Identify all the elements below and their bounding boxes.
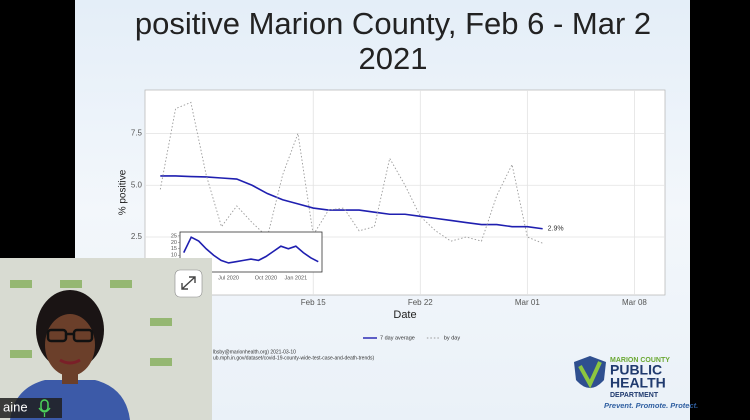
source-text: lbsby@marionhealth.org) 2021-03-10	[213, 349, 296, 355]
annotation: 2.9%	[548, 226, 564, 233]
glasses-lens	[46, 328, 68, 343]
backdrop-logos	[10, 280, 172, 366]
person-neck	[62, 372, 78, 384]
backdrop-logo	[10, 350, 32, 358]
series-line	[159, 101, 543, 244]
person-face	[45, 314, 95, 376]
name-bar	[0, 398, 62, 418]
x-tick-label: Feb 22	[408, 298, 433, 307]
logo: MARION COUNTY PUBLIC HEALTH DEPARTMENT P…	[574, 356, 698, 410]
person-mouth	[59, 358, 81, 365]
backdrop-logo	[10, 280, 32, 288]
backdrop-logo	[150, 358, 172, 366]
backdrop-logo	[150, 318, 172, 326]
y-tick-label: 20	[171, 240, 177, 246]
person-glasses	[46, 328, 94, 343]
expand-icon	[181, 276, 196, 290]
logo-text: DEPARTMENT	[610, 392, 659, 399]
x-tick-label: Mar 01	[515, 298, 540, 307]
mic-icon[interactable]	[40, 399, 49, 412]
logo-check	[578, 361, 602, 389]
legend-label: by day	[444, 335, 460, 341]
logo-text: MARION COUNTY	[610, 357, 670, 364]
main-chart: 2.5 5.0 7.5 Feb 15 Feb 22 Mar 01 Mar 08 2.9% Dat…	[118, 90, 665, 341]
y-tick-label: 5.0	[131, 180, 143, 189]
legend-label: 7 day average	[380, 335, 415, 341]
inset-line	[183, 236, 319, 264]
video-tile: aine	[0, 258, 212, 420]
mic-stand	[38, 407, 51, 417]
series-line	[160, 175, 543, 230]
y-axis-label: % positive	[118, 169, 129, 215]
slide-title: positive Marion County, Feb 6 - Mar 2	[135, 6, 651, 41]
x-tick-label: Jul 2020	[218, 275, 239, 281]
backdrop-logo	[60, 280, 82, 288]
logo-text: PUBLIC	[610, 362, 662, 378]
x-tick-label: Mar 08	[622, 298, 647, 307]
y-tick-label: 2.5	[131, 232, 143, 241]
y-tick-label: 25	[171, 233, 177, 239]
y-tick-label: 15	[171, 246, 177, 252]
y-tick-label: 10	[171, 253, 177, 259]
logo-text: HEALTH	[610, 375, 666, 391]
source-text: ub.mph.in.gov/dataset/covid-19-county-wi…	[213, 355, 375, 361]
glasses-lens	[72, 328, 94, 343]
x-tick-label: Feb 15	[301, 298, 326, 307]
slide-title: 2021	[359, 41, 428, 76]
participant-name: aine	[3, 399, 28, 414]
x-tick-label: Jan 2021	[285, 275, 308, 281]
y-tick-label: 7.5	[131, 129, 143, 138]
x-tick-label: Oct 2020	[255, 275, 277, 281]
backdrop-logo	[110, 280, 132, 288]
logo-tagline: Prevent. Promote. Protect.	[604, 401, 698, 410]
x-axis-label: Date	[393, 309, 416, 321]
